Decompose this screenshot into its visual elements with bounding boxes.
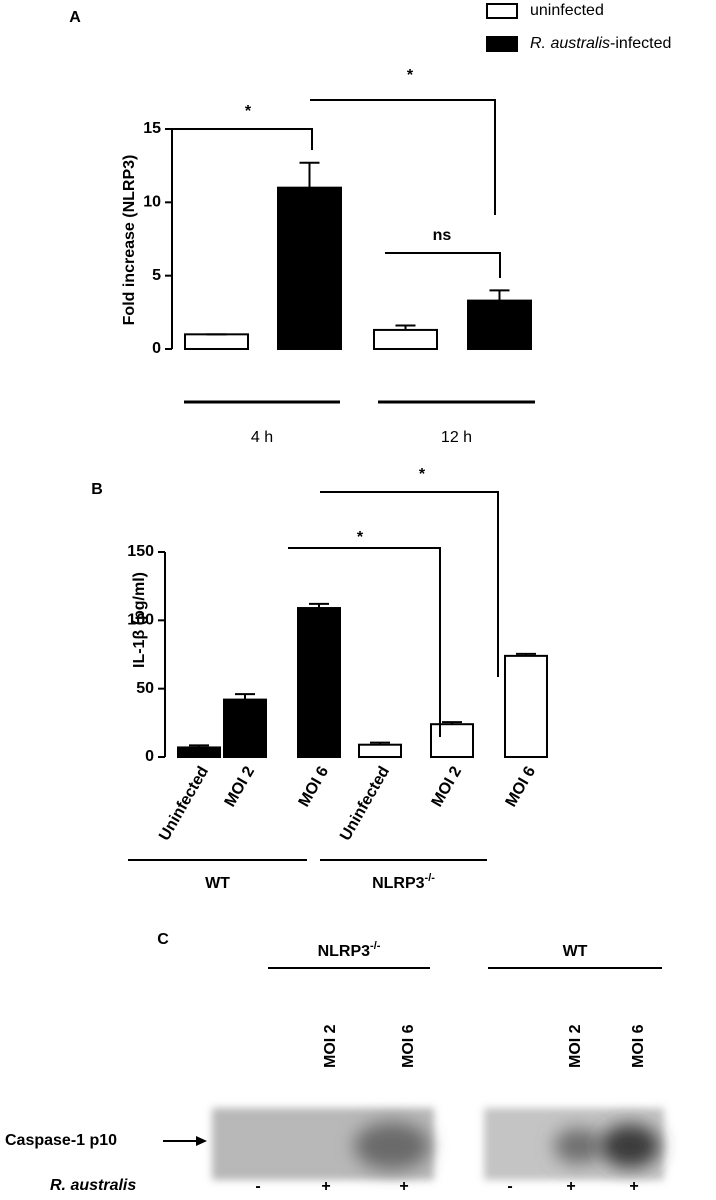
y-tick-label: 10	[143, 194, 161, 211]
y-tick-label: 0	[152, 340, 161, 357]
group-label-superscript: -/-	[370, 940, 381, 952]
x-tick-label: 12 h	[441, 429, 472, 446]
y-tick-label: 15	[143, 120, 161, 137]
significance-bracket	[320, 491, 499, 677]
significance-bracket	[385, 252, 501, 278]
panel-label: A	[69, 9, 81, 26]
legend-swatch	[486, 36, 518, 52]
bar	[177, 746, 221, 759]
blot-arrow	[163, 1136, 207, 1146]
significance-label: *	[407, 67, 414, 84]
y-axis-label: Fold increase (NLRP3)	[121, 155, 138, 326]
significance-bracket	[288, 547, 441, 737]
group-label-superscript: -/-	[425, 872, 436, 884]
group-label: NLRP3-/-	[372, 872, 435, 892]
significance-bracket	[310, 99, 496, 215]
bar	[430, 723, 474, 759]
lane-label: MOI 6	[400, 1024, 417, 1068]
panel-label: B	[91, 481, 103, 498]
group-label: WT	[563, 943, 588, 960]
y-tick-label: 100	[127, 612, 154, 629]
significance-label: *	[357, 529, 364, 546]
lane-sign: +	[629, 1178, 638, 1195]
x-tick-label: MOI 6	[503, 764, 540, 810]
bar	[277, 186, 342, 350]
legend-swatch	[486, 3, 518, 19]
x-tick-label: Uninfected	[156, 764, 212, 844]
x-tick-label: 4 h	[251, 429, 273, 446]
bar	[184, 333, 249, 351]
group-label-text: NLRP3	[318, 943, 371, 960]
panel-label: C	[157, 931, 169, 948]
x-tick-label: MOI 2	[222, 764, 259, 810]
x-tick-label: MOI 2	[429, 764, 466, 810]
y-tick-label: 150	[127, 543, 154, 560]
lane-label: MOI 2	[567, 1024, 584, 1068]
legend-label-italic: R. australis	[530, 35, 610, 52]
lane-sign: -	[255, 1178, 260, 1195]
blot-image	[212, 1108, 664, 1180]
significance-bracket	[172, 128, 313, 150]
bar	[358, 743, 402, 759]
group-label: NLRP3-/-	[318, 940, 381, 960]
bar	[467, 299, 532, 351]
y-axis-label: IL-1β (pg/ml)	[131, 572, 148, 668]
bar	[297, 607, 341, 758]
group-label: WT	[205, 875, 230, 892]
bar	[373, 328, 438, 350]
significance-label: *	[419, 466, 426, 483]
lane-label: MOI 6	[630, 1024, 647, 1068]
legend-label: uninfected	[530, 2, 604, 19]
legend-label: R. australis-infected	[530, 35, 671, 52]
bar	[504, 654, 548, 758]
group-label-text: NLRP3	[372, 875, 425, 892]
row-label: Caspase-1 p10	[5, 1132, 117, 1149]
bar	[223, 698, 267, 758]
treatment-label: R. australis	[50, 1177, 136, 1194]
y-tick-label: 50	[136, 680, 154, 697]
x-tick-label: Uninfected	[337, 764, 393, 844]
lane-sign: +	[321, 1178, 330, 1195]
lane-sign: +	[399, 1178, 408, 1195]
lane-sign: -	[507, 1178, 512, 1195]
y-tick-label: 5	[152, 267, 161, 284]
significance-label: *	[245, 103, 252, 120]
lane-label: MOI 2	[322, 1024, 339, 1068]
lane-sign: +	[566, 1178, 575, 1195]
legend-label-rest: -infected	[610, 35, 671, 52]
y-tick-label: 0	[145, 748, 154, 765]
x-tick-label: MOI 6	[296, 764, 333, 810]
significance-label: ns	[433, 227, 452, 244]
